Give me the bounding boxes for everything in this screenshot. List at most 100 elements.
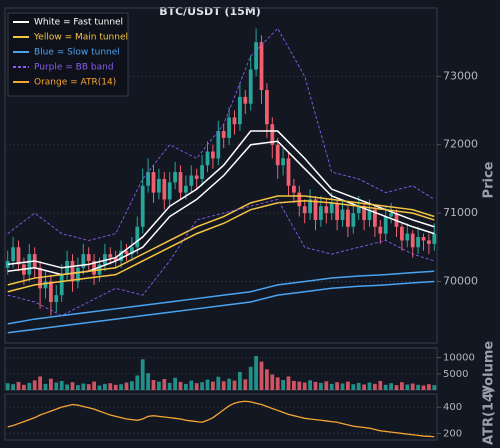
volume-bar: [292, 380, 296, 390]
volume-bar: [178, 381, 183, 390]
legend-label: Orange = ATR(14): [34, 78, 116, 88]
y-tick-label: 400: [443, 402, 462, 413]
volume-bar: [124, 382, 129, 390]
candle-body: [383, 216, 388, 234]
overlay-line: [7, 270, 435, 325]
candle-body: [292, 185, 296, 193]
candle-body: [167, 182, 172, 200]
volume-bar: [416, 384, 420, 390]
volume-bar: [324, 381, 329, 390]
candle-body: [405, 233, 410, 241]
volume-bar: [16, 381, 21, 390]
volume-bar: [49, 378, 53, 390]
candle-body: [200, 165, 204, 179]
y-tick-label: 71000: [443, 206, 478, 219]
volume-bar: [308, 380, 312, 390]
candle-body: [265, 90, 269, 125]
candle-body: [54, 295, 59, 302]
volume-bar: [351, 384, 356, 390]
volume-bar: [346, 381, 350, 390]
volume-bar: [227, 378, 231, 390]
candle-body: [76, 267, 80, 282]
volume-bar: [167, 382, 172, 390]
volume-bar: [5, 383, 10, 390]
volume-bar: [356, 382, 361, 390]
volume-bar: [259, 361, 264, 390]
volume-bar: [286, 376, 291, 390]
candle-body: [427, 240, 431, 244]
volume-bar: [238, 371, 242, 390]
candle-body: [135, 226, 140, 248]
volume-bar: [405, 384, 410, 390]
overlay-line: [7, 195, 435, 286]
candle-body: [173, 172, 177, 183]
candle-body: [362, 206, 366, 220]
candle-body: [49, 281, 53, 302]
legend-label: Purple = BB band: [34, 63, 114, 73]
y-tick-label: 10000: [443, 353, 475, 364]
candle-body: [389, 213, 393, 217]
volume-bar: [92, 381, 96, 390]
candle-body: [340, 209, 345, 220]
panel-frame: [4, 7, 438, 344]
volume-bar: [108, 383, 113, 390]
candle-body: [270, 124, 275, 145]
volume-bar: [329, 383, 334, 390]
y-axis-label: Price: [482, 161, 497, 198]
volume-bar: [146, 373, 150, 390]
volume-bar: [173, 377, 177, 390]
volume-bar: [119, 384, 123, 390]
panel-frame: [4, 347, 438, 391]
candle-body: [178, 172, 183, 193]
candle-body: [211, 151, 215, 159]
volume-bar: [81, 383, 86, 390]
candle-body: [43, 281, 48, 289]
candle-body: [400, 226, 404, 241]
candle-body: [313, 199, 318, 220]
candle-body: [162, 178, 167, 200]
volume-bar: [335, 382, 339, 390]
legend-label: Yellow = Main tunnel: [33, 33, 128, 43]
panel-frame: [4, 393, 438, 441]
candle-body: [248, 69, 253, 104]
candle-body: [243, 96, 248, 104]
candle-body: [232, 117, 237, 125]
candle-body: [140, 185, 145, 227]
volume-bar: [151, 379, 156, 390]
candle-body: [254, 42, 258, 70]
candle-body: [416, 237, 420, 248]
y-tick-label: 72000: [443, 138, 478, 151]
volume-bar: [211, 381, 215, 390]
volume-bar: [340, 383, 345, 390]
volume-bar: [427, 384, 431, 390]
candle-body: [373, 209, 377, 227]
candle-body: [238, 96, 242, 125]
volume-bar: [383, 384, 388, 390]
volume-bar: [140, 359, 145, 390]
candle-body: [86, 254, 91, 261]
volume-bar: [194, 383, 199, 390]
candle-body: [281, 158, 285, 166]
legend-label: White = Fast tunnel: [34, 18, 123, 28]
candle-body: [146, 172, 150, 186]
volume-bar: [157, 381, 161, 390]
volume-bar: [362, 384, 366, 390]
candle-body: [335, 202, 339, 220]
volume-bar: [270, 374, 275, 390]
candle-body: [151, 172, 156, 193]
volume-bar: [248, 366, 253, 390]
volume-bar: [32, 380, 37, 390]
volume-bar: [22, 384, 26, 390]
volume-bar: [11, 384, 15, 390]
candle-body: [124, 250, 129, 255]
candle-body: [410, 233, 415, 248]
y-tick-label: 5000: [443, 369, 468, 380]
y-tick-label: 73000: [443, 69, 478, 82]
volume-bar: [243, 379, 248, 390]
legend: White = Fast tunnel Yellow = Main tunnel B…: [7, 12, 129, 97]
candle-body: [189, 175, 194, 186]
candle-body: [92, 260, 96, 275]
volume-bar: [297, 381, 302, 390]
candle-body: [184, 185, 188, 193]
